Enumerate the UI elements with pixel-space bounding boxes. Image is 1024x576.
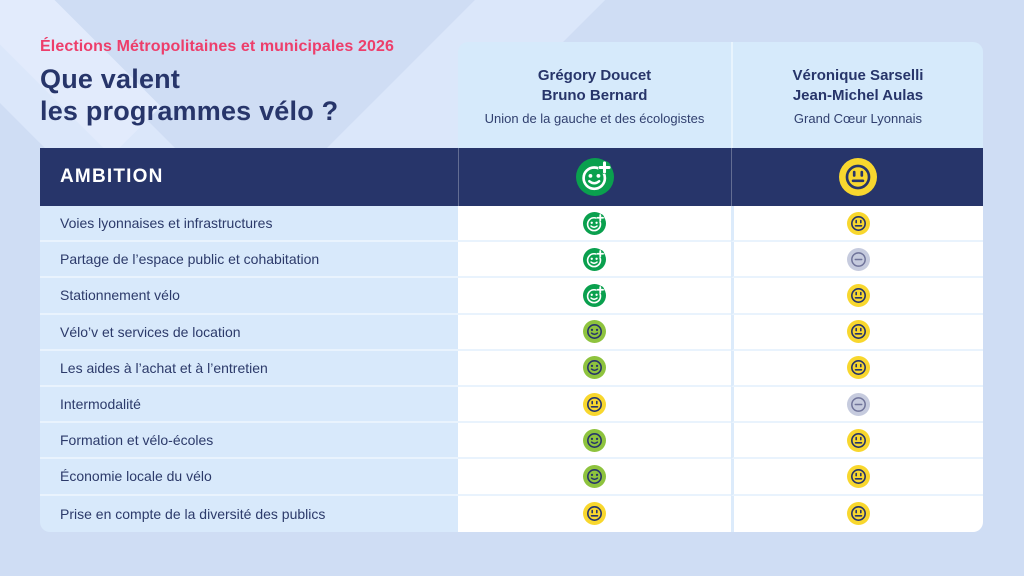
candidate-name: Grégory Doucet xyxy=(537,67,652,85)
header-block: Élections Métropolitaines et municipales… xyxy=(40,38,450,128)
ambition-section-bar: AMBITION xyxy=(40,148,983,206)
row-label: Économie locale du vélo xyxy=(40,459,458,496)
candidate-name: Véronique Sarselli xyxy=(792,67,924,85)
table-row: Prise en compte de la diversité des publ… xyxy=(40,495,983,532)
table-row: Stationnement vélo xyxy=(40,278,983,315)
candidate-list-name: Grand Cœur Lyonnais xyxy=(793,111,923,127)
rating-cell xyxy=(458,386,731,424)
rating-cell xyxy=(731,242,983,279)
candidate-names: Grégory Doucet Bruno Bernard xyxy=(538,66,651,105)
rating-cell xyxy=(458,495,731,532)
table-row: Formation et vélo-écoles xyxy=(40,423,983,460)
table-row: Économie locale du vélo xyxy=(40,459,983,496)
yellow-neutral-icon xyxy=(847,211,870,235)
candidate-name: Jean-Michel Aulas xyxy=(792,86,924,104)
table-row: Vélo’v et services de location xyxy=(40,314,983,351)
yellow-neutral-icon xyxy=(847,464,870,488)
green-plus-icon xyxy=(583,211,606,235)
table-row: Voies lyonnaises et infrastructures xyxy=(40,206,983,243)
page-title-line2: les programmes vélo ? xyxy=(40,95,339,126)
rating-cell xyxy=(458,278,731,315)
candidate-list-name: Union de la gauche et des écologistes xyxy=(484,111,705,127)
lime-smile-icon xyxy=(583,428,606,452)
rating-cell xyxy=(731,423,983,460)
gray-minus-icon xyxy=(847,247,870,271)
row-label: Partage de l’espace public et cohabitati… xyxy=(40,242,458,279)
candidate-column-sarselli-aulas: Véronique Sarselli Jean-Michel Aulas Gra… xyxy=(731,42,983,148)
yellow-neutral-icon xyxy=(847,283,870,307)
election-eyebrow: Élections Métropolitaines et municipales… xyxy=(40,38,394,55)
rating-cell xyxy=(458,314,731,351)
table-row: Les aides à l’achat et à l’entretien xyxy=(40,350,983,387)
rating-cell xyxy=(731,386,983,424)
overall-rating-cell xyxy=(458,148,731,206)
candidate-name: Bruno Bernard xyxy=(541,86,648,104)
rating-cell xyxy=(458,423,731,460)
yellow-neutral-icon xyxy=(583,392,606,416)
rating-cell xyxy=(458,459,731,496)
row-label: Voies lyonnaises et infrastructures xyxy=(40,206,458,243)
lime-smile-icon xyxy=(583,320,606,344)
rating-cell xyxy=(458,350,731,387)
overall-rating-cell xyxy=(731,148,983,206)
yellow-neutral-icon xyxy=(583,502,606,526)
row-label: Intermodalité xyxy=(40,386,458,424)
yellow-neutral-icon xyxy=(847,502,870,526)
table-row: Intermodalité xyxy=(40,386,983,424)
green-plus-icon xyxy=(583,247,606,271)
candidates-panel: Grégory Doucet Bruno Bernard Union de la… xyxy=(458,42,983,148)
yellow-neutral-icon xyxy=(847,428,870,452)
table-row: Partage de l’espace public et cohabitati… xyxy=(40,242,983,279)
rating-cell xyxy=(731,459,983,496)
row-label: Formation et vélo-écoles xyxy=(40,423,458,460)
lime-smile-icon xyxy=(583,356,606,380)
candidate-names: Véronique Sarselli Jean-Michel Aulas xyxy=(793,66,924,105)
rating-cell xyxy=(731,278,983,315)
green-plus-icon xyxy=(576,158,614,196)
yellow-neutral-icon xyxy=(847,356,870,380)
page-title: Que valent les programmes vélo ? xyxy=(40,64,450,128)
rating-cell xyxy=(458,242,731,279)
row-label: Stationnement vélo xyxy=(40,278,458,315)
green-plus-icon xyxy=(583,283,606,307)
row-label: Vélo’v et services de location xyxy=(40,314,458,351)
rating-cell xyxy=(731,206,983,243)
section-title: AMBITION xyxy=(60,166,164,187)
table-body: Voies lyonnaises et infrastructures Part… xyxy=(40,206,983,532)
page-title-line1: Que valent xyxy=(40,64,181,94)
candidate-column-doucet-bernard: Grégory Doucet Bruno Bernard Union de la… xyxy=(458,42,731,148)
rating-cell xyxy=(731,350,983,387)
lime-smile-icon xyxy=(583,464,606,488)
rating-cell xyxy=(731,314,983,351)
gray-minus-icon xyxy=(847,392,870,416)
rating-cell xyxy=(458,206,731,243)
yellow-neutral-icon xyxy=(847,320,870,344)
row-label: Les aides à l’achat et à l’entretien xyxy=(40,350,458,387)
yellow-neutral-icon xyxy=(838,158,877,196)
row-label: Prise en compte de la diversité des publ… xyxy=(40,495,458,532)
rating-cell xyxy=(731,495,983,532)
